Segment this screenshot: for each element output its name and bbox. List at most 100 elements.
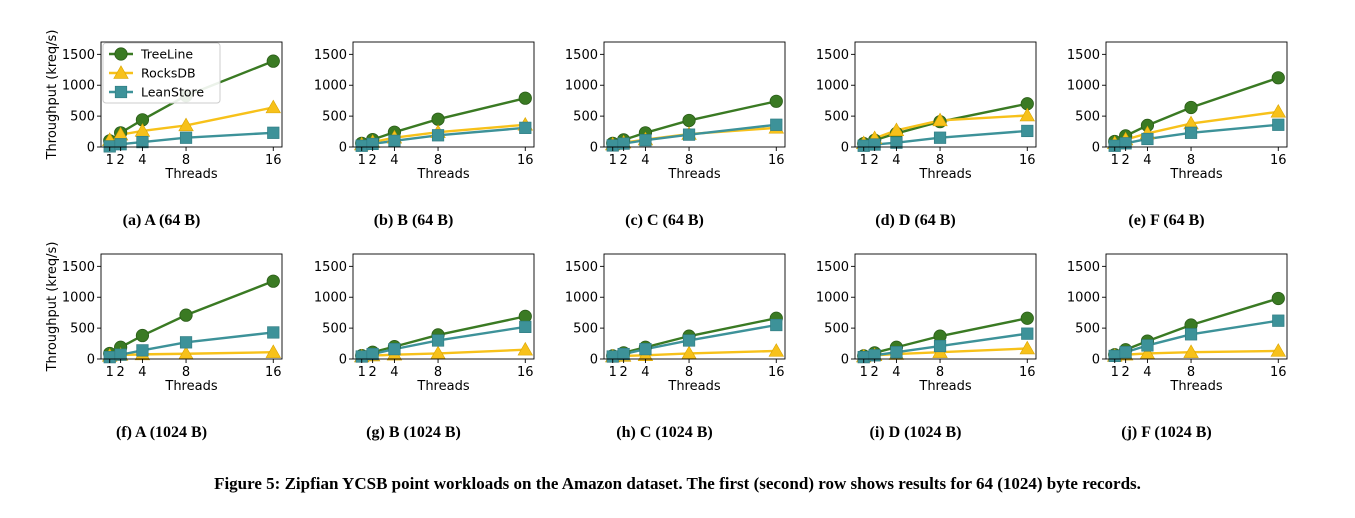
plot-frame — [352, 41, 535, 148]
y-tick-label: 1500 — [816, 48, 849, 63]
x-axis-label: Threads — [164, 379, 217, 394]
y-tick-label: 1500 — [1067, 48, 1100, 63]
x-axis-label: Threads — [667, 167, 720, 182]
legend-leanstore-label: LeanStore — [141, 85, 204, 100]
y-tick-label: 1000 — [314, 291, 347, 306]
y-tick-label: 500 — [824, 322, 849, 337]
subplot-g: 0 500 1000 1500 1 2 4 8 16 Threads — [314, 253, 535, 394]
x-tick-label: 2 — [368, 365, 376, 380]
x-tick-label: 16 — [265, 365, 282, 380]
leanstore-point — [1184, 328, 1198, 341]
x-tick-label: 4 — [1143, 153, 1151, 168]
x-tick-label: 4 — [892, 365, 900, 380]
leanstore-point — [179, 336, 193, 349]
x-tick-label: 2 — [116, 365, 124, 380]
x-tick-label: 1 — [106, 153, 114, 168]
x-tick-label: 1 — [609, 365, 617, 380]
y-tick-label: 1500 — [62, 48, 95, 63]
y-tick-label: 1500 — [816, 260, 849, 275]
y-tick-label: 1000 — [1067, 79, 1100, 94]
leanstore-point — [639, 134, 652, 147]
x-tick-label: 2 — [619, 153, 627, 168]
y-tick-label: 1500 — [314, 260, 347, 275]
treeline-point — [769, 94, 783, 108]
x-tick-label: 16 — [768, 153, 785, 168]
subplot-caption: (h) C (1024 B) — [616, 424, 713, 441]
x-tick-label: 16 — [1019, 153, 1036, 168]
y-axis-label: Throughput (kreq/s) — [45, 242, 60, 373]
subplot-d: 0 500 1000 1500 1 2 4 8 16 Threads — [816, 41, 1037, 182]
leanstore-point — [1272, 118, 1285, 131]
x-tick-label: 2 — [870, 365, 878, 380]
subplot-caption: (f) A (1024 B) — [115, 424, 208, 441]
y-tick-label: 1000 — [565, 79, 598, 94]
y-tick-label: 0 — [1092, 353, 1100, 368]
rocksdb-point — [1270, 103, 1286, 118]
treeline-point — [1271, 291, 1285, 306]
x-tick-label: 2 — [368, 153, 376, 168]
rocksdb-point — [1019, 340, 1035, 355]
leanstore-point — [1184, 126, 1198, 139]
x-tick-label: 16 — [517, 365, 534, 380]
subplot-caption: (c) C (64 B) — [625, 212, 704, 229]
y-tick-label: 500 — [824, 110, 849, 125]
plot-frame — [100, 253, 283, 360]
subplot-caption: (i) D (1024 B) — [869, 424, 962, 441]
x-tick-label: 1 — [106, 365, 114, 380]
y-tick-label: 1000 — [816, 79, 849, 94]
legend-rocksdb-marker — [113, 65, 129, 79]
plot-frame — [854, 41, 1037, 148]
treeline-point — [266, 274, 280, 288]
x-tick-label: 4 — [138, 365, 146, 380]
rocksdb-point — [265, 99, 281, 114]
plot-frame — [603, 41, 786, 148]
y-tick-label: 0 — [87, 353, 95, 368]
leanstore-point — [1119, 346, 1132, 359]
y-tick-label: 500 — [573, 322, 598, 337]
y-tick-label: 0 — [87, 141, 95, 156]
leanstore-point — [933, 131, 947, 144]
x-tick-label: 1 — [1111, 153, 1119, 168]
x-tick-label: 1 — [1111, 365, 1119, 380]
x-tick-label: 16 — [1270, 153, 1287, 168]
x-tick-label: 8 — [936, 153, 944, 168]
x-axis-label: Threads — [1169, 379, 1222, 394]
y-tick-label: 1500 — [62, 260, 95, 275]
legend: TreeLine RocksDB LeanStore — [102, 42, 221, 104]
rocksdb-point — [768, 343, 784, 357]
y-tick-label: 0 — [590, 141, 598, 156]
y-tick-label: 1000 — [1067, 291, 1100, 306]
x-axis-label: Threads — [1169, 167, 1222, 182]
treeline-point — [682, 113, 696, 128]
x-tick-label: 8 — [182, 365, 190, 380]
plot-frame — [352, 253, 535, 360]
plot-frame — [100, 41, 283, 148]
x-tick-label: 8 — [936, 365, 944, 380]
leanstore-point — [1272, 314, 1285, 327]
y-tick-label: 0 — [339, 353, 347, 368]
x-tick-label: 4 — [138, 153, 146, 168]
rocksdb-point — [932, 112, 948, 127]
x-tick-label: 2 — [870, 153, 878, 168]
x-tick-label: 4 — [390, 365, 398, 380]
leanstore-point — [366, 347, 379, 361]
y-tick-label: 500 — [1075, 322, 1100, 337]
y-tick-label: 500 — [573, 110, 598, 125]
subplot-b: 0 500 1000 1500 1 2 4 8 16 Threads — [314, 41, 535, 182]
x-tick-label: 8 — [685, 365, 693, 380]
subplot-caption: (g) B (1024 B) — [366, 424, 461, 441]
y-tick-label: 0 — [841, 141, 849, 156]
legend-treeline-label: TreeLine — [140, 47, 193, 62]
x-tick-label: 16 — [517, 153, 534, 168]
treeline-point — [135, 328, 150, 343]
x-tick-label: 1 — [358, 365, 366, 380]
subplot-f: 0 500 1000 1500 1 2 4 8 16 Threads Throughput (kre… — [45, 242, 283, 394]
treeline-point — [179, 308, 193, 322]
x-axis-label: Threads — [416, 379, 469, 394]
x-tick-label: 16 — [1270, 365, 1287, 380]
x-tick-label: 16 — [1019, 365, 1036, 380]
leanstore-point — [388, 134, 401, 147]
subplot-i: 0 500 1000 1500 1 2 4 8 16 Threads — [816, 253, 1037, 394]
x-tick-label: 1 — [860, 153, 868, 168]
